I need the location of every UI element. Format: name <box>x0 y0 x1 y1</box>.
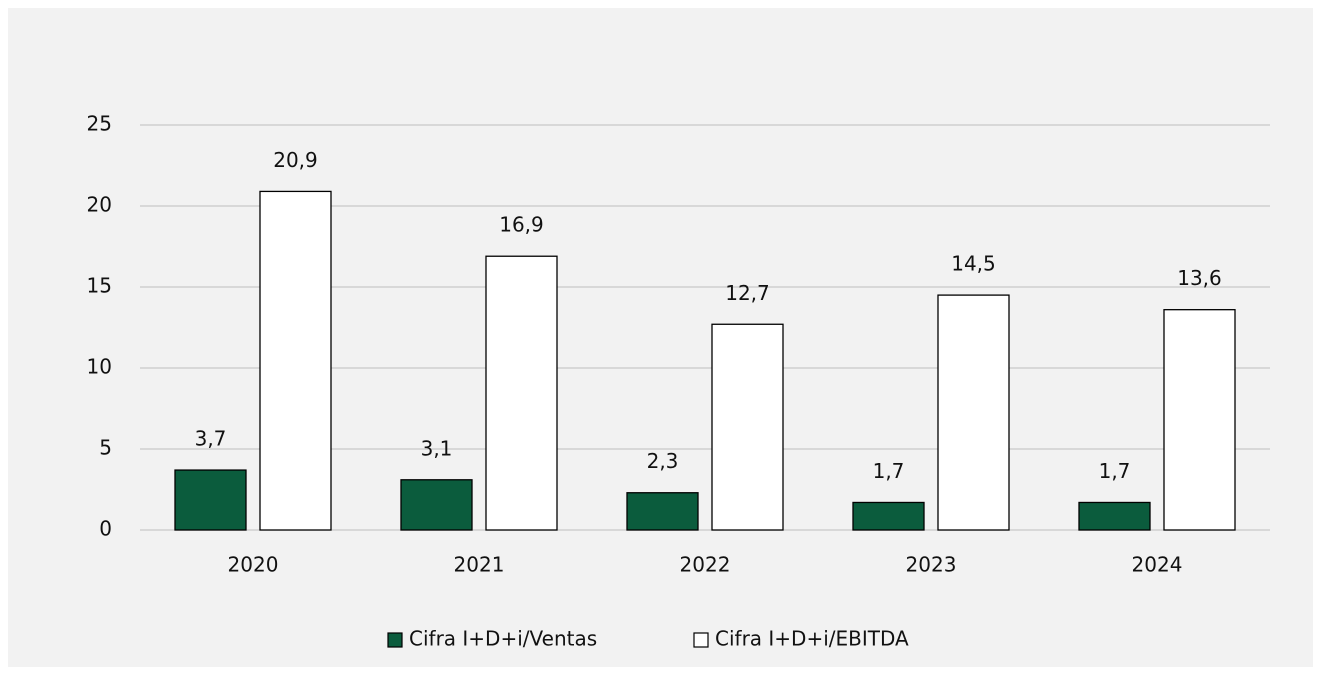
y-tick-label: 5 <box>99 436 112 460</box>
legend-swatch <box>387 632 403 648</box>
y-tick-label: 25 <box>87 112 112 136</box>
data-label: 13,6 <box>1177 266 1222 290</box>
y-tick-label: 0 <box>99 517 112 541</box>
data-label: 12,7 <box>725 281 770 305</box>
y-tick-label: 10 <box>87 355 112 379</box>
bar <box>1078 501 1151 531</box>
x-tick-label: 2022 <box>680 553 731 577</box>
x-tick-label: 2021 <box>454 553 505 577</box>
bar <box>626 492 699 531</box>
bar <box>1163 309 1236 531</box>
bar <box>937 294 1010 531</box>
bar <box>259 190 332 531</box>
bar <box>485 255 558 531</box>
x-tick-label: 2023 <box>906 553 957 577</box>
bar <box>852 501 925 531</box>
data-label: 20,9 <box>273 148 318 172</box>
legend-swatch <box>693 632 709 648</box>
data-label: 1,7 <box>873 459 905 483</box>
legend-label: Cifra I+D+i/EBITDA <box>715 627 909 651</box>
legend-label: Cifra I+D+i/Ventas <box>409 627 597 651</box>
bar <box>400 479 473 531</box>
data-label: 16,9 <box>499 213 544 237</box>
y-tick-label: 20 <box>87 193 112 217</box>
bar <box>711 323 784 531</box>
chart-background <box>8 8 1313 667</box>
data-label: 3,1 <box>421 436 453 460</box>
x-tick-label: 2024 <box>1132 553 1183 577</box>
data-label: 2,3 <box>647 449 679 473</box>
x-tick-label: 2020 <box>228 553 279 577</box>
y-tick-label: 15 <box>87 274 112 298</box>
data-label: 1,7 <box>1099 459 1131 483</box>
data-label: 14,5 <box>951 252 996 276</box>
bar <box>174 469 247 531</box>
data-label: 3,7 <box>195 427 227 451</box>
